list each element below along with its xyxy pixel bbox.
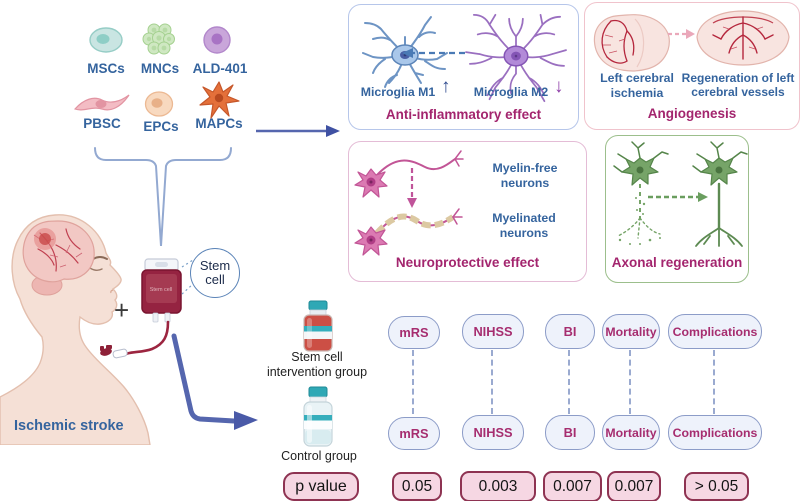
cell-label-epcs: EPCs	[143, 119, 179, 134]
m1-up-arrow-icon: ↑	[441, 76, 451, 97]
anti-inflammatory-box: Microglia M1 ↑ Microglia M2 ↓ Anti-infla…	[348, 4, 579, 130]
msc-cell-icon	[89, 27, 123, 53]
microglia-m2-label: Microglia M2	[473, 85, 549, 99]
microglia-m2-icon	[465, 13, 567, 103]
outcome-pill-mortality-top: Mortality	[602, 314, 660, 349]
m2-down-arrow-icon: ↓	[554, 76, 564, 97]
plus-sign: +	[114, 295, 130, 325]
outcome-pill-mrs-top: mRS	[388, 316, 440, 349]
outcome-connector-mortality	[629, 350, 631, 414]
myelinated-neurons-label: Myelinated neurons	[492, 211, 556, 240]
ischemic-brain-section-icon	[593, 14, 670, 72]
regenerated-brain-section-icon	[696, 10, 790, 66]
outcome-pill-mortality-bottom: Mortality	[602, 415, 660, 450]
outcome-connector-complications	[713, 350, 715, 414]
outcome-connector-bi	[568, 350, 570, 414]
outcome-pill-complications-top: Complications	[668, 314, 762, 349]
left-cerebral-ischemia-label: Left cerebral ischemia	[600, 71, 674, 100]
cells-to-effects-arrow	[256, 125, 340, 137]
anti-inflammatory-title: Anti-inflammatory effect	[385, 107, 542, 122]
cell-label-mapcs: MAPCs	[195, 116, 243, 131]
stem-cell-callout: Stem cell	[190, 248, 240, 298]
neuroprotective-title: Neuroprotective effect	[395, 255, 540, 270]
intervention-group-label: Stem cell intervention group	[266, 350, 368, 379]
blood-bag-icon: Stem cell	[100, 258, 182, 359]
myelinated-neuron-icon	[354, 208, 463, 256]
cell-label-ald401: ALD-401	[192, 61, 248, 76]
patient-head-icon	[0, 214, 151, 445]
p-value-mrs: 0.05	[392, 472, 442, 501]
neuroprotective-box: Myelin-free neurons Myelinated neurons N…	[348, 141, 587, 282]
outcome-pill-bi-bottom: BI	[545, 415, 595, 450]
epc-cell-icon	[144, 91, 174, 117]
regenerated-neuron-icon	[692, 141, 748, 247]
outcome-connector-mrs	[412, 350, 414, 414]
ald401-cell-icon	[203, 26, 231, 54]
outcome-pill-mrs-bottom: mRS	[388, 417, 440, 450]
myelin-free-neuron-icon	[354, 150, 464, 198]
degenerated-neuron-icon	[613, 141, 669, 245]
stem-cell-callout-label: Stem cell	[199, 258, 231, 287]
p-value-nihss: 0.003	[460, 471, 536, 501]
p-value-bi: 0.007	[543, 471, 602, 501]
cell-label-pbsc: PBSC	[83, 116, 121, 131]
control-vial-icon	[303, 386, 333, 447]
cell-label-mncs: MNCs	[140, 61, 180, 76]
outcome-pill-nihss-top: NIHSS	[462, 314, 524, 349]
p-value-complications: > 0.05	[684, 472, 749, 501]
mapc-cell-icon	[199, 81, 240, 119]
mnc-cell-icon	[142, 23, 175, 55]
axonal-regeneration-title: Axonal regeneration	[611, 255, 743, 270]
angiogenesis-box: Left cerebral ischemia Regeneration of l…	[584, 2, 800, 130]
stem-cell-vial-icon	[303, 300, 333, 352]
bag-text: Stem cell	[150, 287, 173, 293]
outcome-pill-bi-top: BI	[545, 314, 595, 349]
angiogenesis-title: Angiogenesis	[647, 106, 737, 121]
cell-label-mscs: MSCs	[87, 61, 125, 76]
control-group-label: Control group	[281, 449, 357, 463]
pbsc-cell-icon	[74, 94, 130, 111]
axonal-regeneration-box: Axonal regeneration	[605, 135, 749, 283]
outcome-connector-nihss	[491, 350, 493, 414]
regeneration-vessels-label: Regeneration of left cerebral vessels	[681, 71, 795, 100]
p-value-mortality: 0.007	[607, 471, 661, 501]
outcome-pill-complications-bottom: Complications	[668, 415, 762, 450]
microglia-m1-icon	[362, 16, 448, 88]
p-value-label-box: p value	[283, 472, 359, 501]
myelin-free-neurons-label: Myelin-free neurons	[492, 161, 558, 190]
ischemic-stroke-label: Ischemic stroke	[14, 418, 124, 434]
outcome-pill-nihss-bottom: NIHSS	[462, 415, 524, 450]
microglia-m1-label: Microglia M1	[360, 85, 436, 99]
